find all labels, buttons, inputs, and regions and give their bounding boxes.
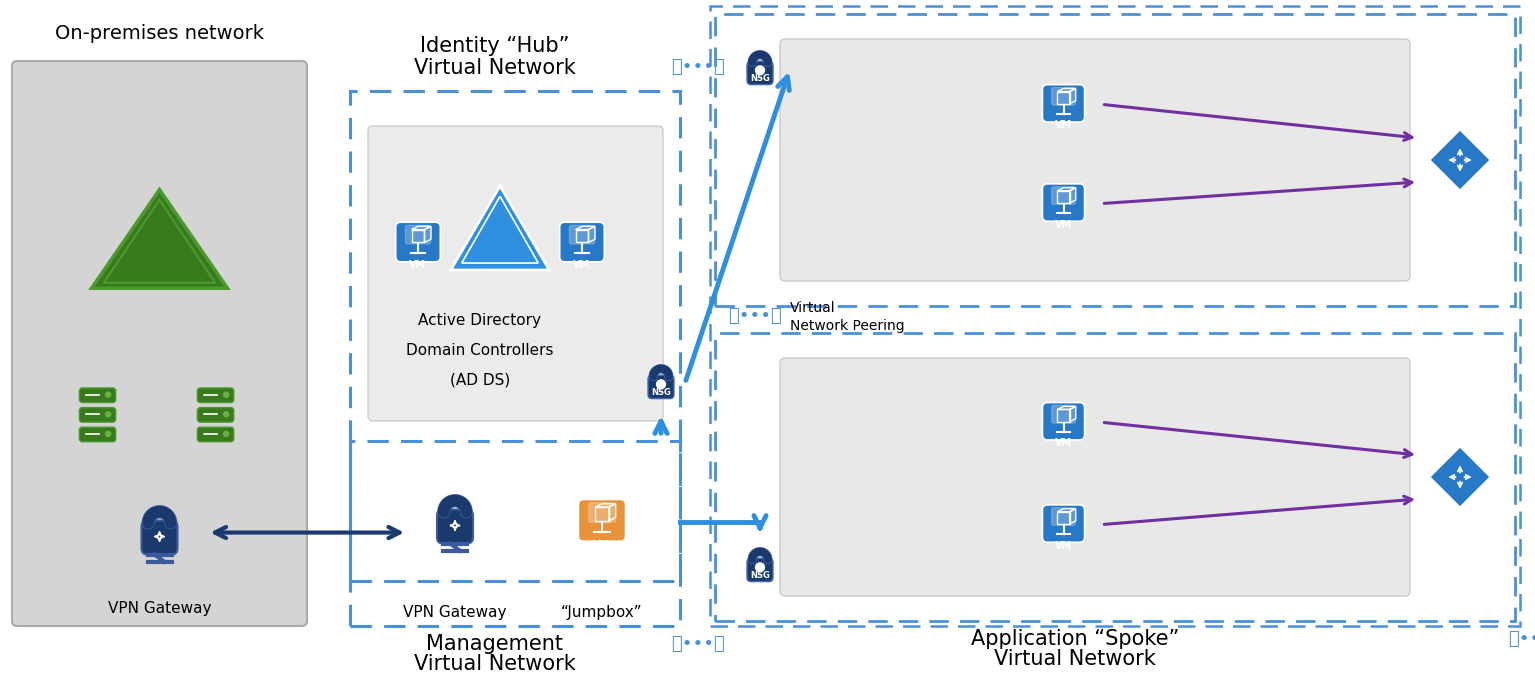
Text: “Jumpbox”: “Jumpbox” (562, 605, 643, 620)
Text: Domain Controllers: Domain Controllers (407, 343, 554, 358)
FancyBboxPatch shape (780, 358, 1411, 596)
Circle shape (224, 412, 229, 417)
FancyBboxPatch shape (648, 375, 674, 398)
FancyBboxPatch shape (1042, 84, 1085, 122)
FancyBboxPatch shape (579, 499, 626, 541)
Circle shape (224, 431, 229, 437)
Text: NSG: NSG (651, 388, 671, 398)
Text: 〈•••〉: 〈•••〉 (1507, 630, 1535, 648)
FancyBboxPatch shape (569, 225, 594, 244)
FancyBboxPatch shape (437, 509, 473, 543)
FancyBboxPatch shape (589, 503, 616, 522)
FancyBboxPatch shape (198, 427, 233, 442)
Bar (350, 441, 680, 626)
Text: VM: VM (594, 540, 611, 550)
FancyBboxPatch shape (1042, 505, 1085, 542)
Polygon shape (1429, 447, 1490, 507)
FancyBboxPatch shape (12, 61, 307, 626)
Circle shape (106, 412, 111, 417)
FancyBboxPatch shape (1042, 402, 1085, 440)
FancyBboxPatch shape (80, 388, 115, 402)
Bar (715, 333, 1515, 621)
FancyBboxPatch shape (780, 39, 1411, 281)
Polygon shape (1429, 129, 1490, 191)
Text: VM: VM (1055, 439, 1071, 448)
FancyBboxPatch shape (368, 126, 663, 421)
Circle shape (106, 431, 111, 437)
Text: Virtual Network: Virtual Network (995, 649, 1156, 669)
FancyBboxPatch shape (1051, 88, 1076, 106)
FancyBboxPatch shape (80, 427, 115, 442)
Text: Virtual Network: Virtual Network (995, 0, 1156, 1)
Circle shape (657, 380, 665, 389)
Text: 〈•••〉: 〈•••〉 (728, 307, 781, 325)
FancyBboxPatch shape (560, 222, 605, 262)
Circle shape (755, 66, 764, 75)
Text: VM: VM (410, 260, 427, 270)
Text: VM: VM (1055, 121, 1071, 131)
FancyBboxPatch shape (198, 388, 233, 402)
Text: 〈•••〉: 〈•••〉 (671, 635, 725, 653)
FancyBboxPatch shape (1051, 187, 1076, 204)
Text: NSG: NSG (751, 571, 771, 580)
FancyBboxPatch shape (198, 408, 233, 422)
Bar (350, 91, 680, 581)
FancyBboxPatch shape (748, 558, 774, 582)
Text: VM: VM (574, 260, 591, 270)
Text: VM: VM (1055, 541, 1071, 551)
Text: On-premises network: On-premises network (55, 24, 264, 43)
Polygon shape (451, 186, 550, 270)
Text: Virtual Network: Virtual Network (414, 58, 576, 78)
Text: Virtual: Virtual (791, 301, 835, 315)
Text: Virtual Network: Virtual Network (414, 654, 576, 674)
FancyBboxPatch shape (1051, 405, 1076, 423)
Text: Application “Spoke”: Application “Spoke” (970, 629, 1179, 649)
Text: VPN Gateway: VPN Gateway (404, 605, 507, 620)
Text: NSG: NSG (751, 74, 771, 83)
Bar (715, 14, 1515, 306)
Circle shape (755, 563, 764, 572)
Bar (711, 6, 1520, 626)
FancyBboxPatch shape (396, 222, 441, 262)
Text: VM: VM (1055, 220, 1071, 229)
FancyBboxPatch shape (141, 520, 178, 554)
Text: VPN Gateway: VPN Gateway (107, 601, 212, 616)
FancyBboxPatch shape (748, 61, 774, 84)
FancyBboxPatch shape (1051, 508, 1076, 526)
Polygon shape (92, 189, 227, 288)
Text: (AD DS): (AD DS) (450, 373, 510, 387)
Text: Active Directory: Active Directory (419, 313, 542, 328)
FancyBboxPatch shape (405, 225, 431, 244)
Text: Identity “Hub”: Identity “Hub” (421, 36, 569, 56)
Text: 〈•••〉: 〈•••〉 (671, 58, 725, 76)
Circle shape (224, 392, 229, 397)
Text: Management: Management (427, 634, 563, 654)
FancyBboxPatch shape (80, 408, 115, 422)
Circle shape (106, 392, 111, 397)
FancyBboxPatch shape (1042, 184, 1085, 221)
Text: Network Peering: Network Peering (791, 319, 904, 333)
